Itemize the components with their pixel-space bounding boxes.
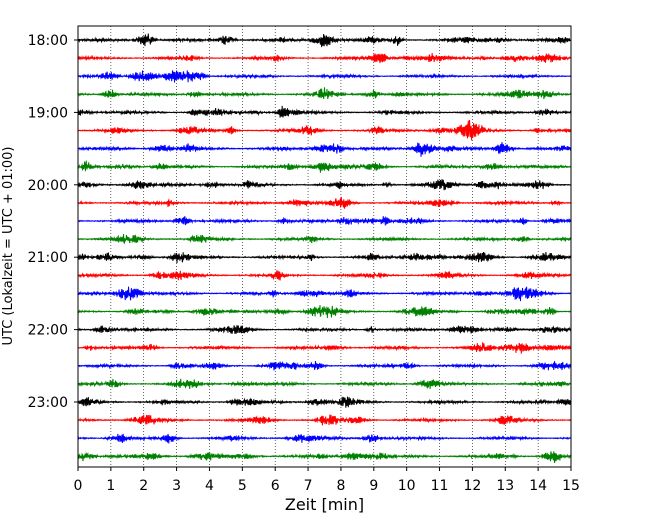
trace-2015: [77, 196, 572, 209]
trace-2030: [77, 215, 572, 226]
y-tick-label: 21:00: [28, 250, 68, 266]
x-tick-label: 0: [74, 478, 83, 494]
x-tick-label: 4: [205, 478, 214, 494]
trace-2045: [77, 234, 572, 245]
trace-2245: [77, 378, 572, 390]
trace-1800: [77, 33, 572, 48]
x-tick-label: 10: [398, 478, 416, 494]
trace-2000: [77, 179, 572, 191]
x-tick-label: 2: [139, 478, 148, 494]
x-tick-label: 8: [336, 478, 345, 494]
trace-1900: [77, 105, 572, 118]
trace-1930: [77, 142, 572, 157]
trace-2230: [77, 361, 572, 371]
x-tick-label: 6: [271, 478, 280, 494]
y-tick-label: 20:00: [28, 178, 68, 194]
x-tick-label: 15: [562, 478, 580, 494]
x-tick-label: 12: [463, 478, 481, 494]
x-tick-label: 7: [304, 478, 313, 494]
trace-1915: [77, 120, 572, 141]
x-tick-label: 13: [496, 478, 514, 494]
trace-2300: [77, 396, 572, 408]
trace-2115: [77, 270, 572, 281]
seismic-traces: [77, 33, 572, 464]
x-tick-label: 1: [106, 478, 115, 494]
x-tick-label: 3: [172, 478, 181, 494]
trace-2215: [77, 342, 572, 354]
trace-1945: [77, 160, 572, 173]
y-tick-label: 18:00: [28, 33, 68, 49]
x-tick-label: 5: [238, 478, 247, 494]
x-axis-ticks: 0 1 2 3 4 5 6 7 8 9 10 11 12 13 14 15: [74, 467, 580, 494]
trace-2130: [77, 286, 572, 302]
y-axis-ticks: 18:00 19:00 20:00 21:00 22:00 23:00: [28, 33, 78, 411]
trace-2200: [77, 325, 572, 334]
y-axis-label: UTC (Lokalzeit = UTC + 01:00): [1, 147, 16, 346]
plot-frame: [77, 25, 572, 468]
trace-2345: [77, 451, 572, 464]
trace-2100: [77, 251, 572, 264]
trace-1845: [77, 87, 572, 100]
trace-2145: [77, 305, 572, 318]
x-tick-label: 9: [369, 478, 378, 494]
trace-2315: [77, 414, 572, 426]
trace-1815: [77, 52, 572, 64]
trace-2330: [77, 433, 572, 444]
y-tick-label: 19:00: [28, 105, 68, 121]
x-axis-label: Zeit [min]: [285, 495, 364, 514]
y-tick-label: 22:00: [28, 323, 68, 339]
x-tick-label: 11: [431, 478, 449, 494]
y-tick-label: 23:00: [28, 395, 68, 411]
trace-1830: [77, 70, 572, 83]
x-tick-label: 14: [529, 478, 547, 494]
